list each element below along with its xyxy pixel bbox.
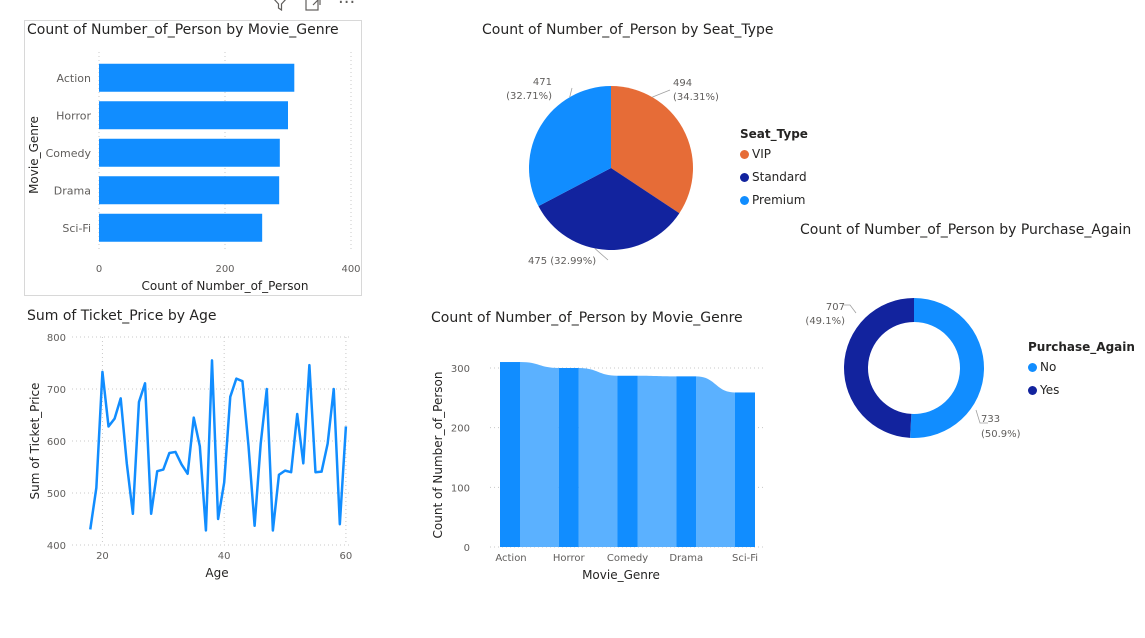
column-drama (676, 376, 697, 547)
leader-line (594, 248, 609, 261)
column-action (500, 362, 520, 547)
ribbon-band (520, 362, 559, 547)
more-options-icon[interactable]: ··· (338, 0, 356, 13)
y-tick-label: 400 (47, 541, 66, 552)
focus-mode-icon[interactable] (305, 0, 321, 15)
x-tick-label: 200 (215, 264, 234, 275)
genre-area-chart: 0 100 200 300 Action Horror Comedy Drama Sci-Fi M… (431, 362, 765, 582)
donut-slice-yes (843, 298, 914, 438)
leader-line (652, 89, 671, 98)
standard-color-dot (740, 172, 749, 182)
seat-pie-chart: 494 (34.31%) 475 (32.99%) 471 (32.71%) (506, 77, 719, 267)
legend-label: Yes (1040, 383, 1060, 397)
legend-label: VIP (752, 147, 771, 161)
ribbon-band (637, 375, 677, 547)
ribbon-band (578, 368, 618, 547)
y-category-label: Drama (54, 184, 91, 197)
column-comedy (617, 375, 638, 547)
y-category-label: Comedy (46, 147, 92, 160)
genre-bar-title: Count of Number_of_Person by Movie_Genre (27, 22, 339, 38)
y-axis-title: Sum of Ticket_Price (28, 383, 42, 500)
x-axis-title: Count of Number_of_Person (142, 279, 309, 293)
column-horror (558, 368, 579, 547)
legend-label: Premium (752, 193, 806, 207)
x-category-label: Comedy (607, 553, 648, 564)
ticket-line-title: Sum of Ticket_Price by Age (27, 308, 217, 324)
ticket-price-line (89, 359, 348, 532)
y-category-label: Horror (56, 109, 91, 122)
bar-sci-fi (99, 213, 263, 242)
y-axis-title: Count of Number_of_Person (431, 372, 445, 539)
premium-color-dot (740, 195, 749, 205)
y-tick-label: 500 (47, 489, 66, 500)
y-tick-label: 600 (47, 437, 66, 448)
no-color-dot (1028, 362, 1037, 372)
legend-item-no[interactable]: No (1028, 360, 1135, 374)
y-category-label: Action (57, 72, 91, 85)
legend-label: No (1040, 360, 1057, 374)
legend-title: Purchase_Again (1028, 340, 1135, 354)
data-label-yes-value: 707 (826, 302, 845, 313)
slice-vip (611, 86, 693, 214)
x-tick-label: 60 (340, 551, 353, 562)
data-label-premium-value: 471 (533, 77, 552, 88)
legend-label: Standard (752, 170, 807, 184)
data-label-standard: 475 (32.99%) (528, 256, 596, 267)
yes-color-dot (1028, 385, 1037, 395)
y-category-label: Sci-Fi (62, 222, 91, 235)
bar-horror (99, 101, 288, 130)
genre-bar-chart: 0 200 400 Action Horror Comedy Drama Sci-Fi Coun… (27, 52, 361, 293)
x-tick-label: 40 (218, 551, 231, 562)
slice-standard (538, 168, 680, 250)
data-label-premium-pct: (32.71%) (506, 91, 552, 102)
column-sci-fi (735, 392, 755, 547)
bar-drama (99, 176, 280, 205)
y-tick-label: 800 (47, 333, 66, 344)
vip-color-dot (740, 149, 749, 159)
x-category-label: Horror (553, 553, 586, 564)
legend-item-yes[interactable]: Yes (1028, 383, 1135, 397)
purchase-donut-chart: 733 (50.9%) 707 (49.1%) (805, 298, 1021, 440)
leader-line (844, 304, 857, 314)
x-tick-label: 20 (96, 551, 109, 562)
x-category-label: Drama (669, 553, 703, 564)
x-tick-label: 0 (96, 264, 102, 275)
legend-item-premium[interactable]: Premium (740, 193, 808, 207)
ribbon-band (696, 376, 735, 547)
x-axis-title: Age (205, 566, 228, 580)
data-label-no-value: 733 (981, 414, 1000, 425)
legend-item-vip[interactable]: VIP (740, 147, 808, 161)
y-tick-label: 300 (451, 364, 470, 375)
purchase-donut-title: Count of Number_of_Person by Purchase_Ag… (800, 222, 1132, 238)
legend-item-standard[interactable]: Standard (740, 170, 808, 184)
seat-pie-title: Count of Number_of_Person by Seat_Type (482, 22, 774, 38)
x-category-label: Action (495, 553, 526, 564)
data-label-no-pct: (50.9%) (981, 429, 1021, 440)
genre-area-title: Count of Number_of_Person by Movie_Genre (431, 310, 743, 326)
x-axis-title: Movie_Genre (582, 568, 660, 582)
seat-type-legend: Seat_Type VIP Standard Premium (740, 127, 808, 216)
x-category-label: Sci-Fi (732, 553, 758, 564)
y-tick-label: 0 (464, 543, 470, 554)
leader-line (569, 87, 573, 98)
ticket-line-chart: 400 500 600 700 800 20 40 60 Age Sum of Ticket_Pr… (28, 333, 353, 580)
legend-title: Seat_Type (740, 127, 808, 141)
bar-action (99, 63, 295, 92)
y-tick-label: 700 (47, 385, 66, 396)
y-tick-label: 100 (451, 483, 470, 494)
data-label-yes-pct: (49.1%) (805, 316, 845, 327)
donut-slice-no (910, 298, 984, 438)
filter-icon[interactable] (272, 0, 288, 15)
genre-bar-visual-frame[interactable] (24, 20, 362, 296)
data-label-vip-pct: (34.31%) (673, 92, 719, 103)
purchase-again-legend: Purchase_Again No Yes (1028, 340, 1135, 406)
x-tick-label: 400 (341, 264, 360, 275)
bar-comedy (99, 138, 280, 167)
slice-premium (529, 85, 611, 207)
y-tick-label: 200 (451, 424, 470, 435)
y-axis-title: Movie_Genre (27, 116, 41, 194)
data-label-vip-value: 494 (673, 78, 692, 89)
leader-line (975, 409, 988, 424)
